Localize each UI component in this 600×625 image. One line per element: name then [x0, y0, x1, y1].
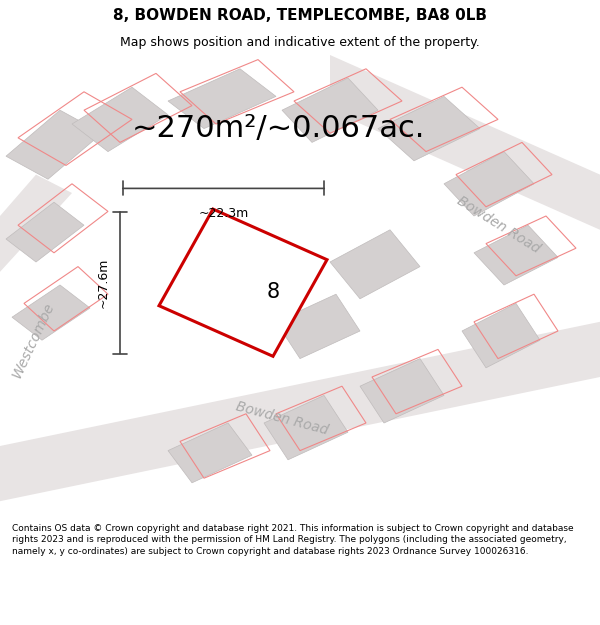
Polygon shape: [0, 322, 600, 501]
Polygon shape: [474, 225, 558, 285]
Text: Westcombe: Westcombe: [10, 300, 56, 380]
Polygon shape: [378, 96, 480, 161]
Polygon shape: [168, 69, 276, 129]
Text: ~27.6m: ~27.6m: [97, 258, 110, 308]
Text: 8, BOWDEN ROAD, TEMPLECOMBE, BA8 0LB: 8, BOWDEN ROAD, TEMPLECOMBE, BA8 0LB: [113, 8, 487, 23]
Polygon shape: [276, 294, 360, 359]
Text: ~22.3m: ~22.3m: [199, 208, 248, 220]
Polygon shape: [330, 55, 600, 230]
Text: Bowden Road: Bowden Road: [454, 194, 542, 256]
Polygon shape: [462, 303, 540, 368]
Polygon shape: [282, 78, 378, 142]
Polygon shape: [72, 88, 168, 152]
Polygon shape: [264, 396, 348, 460]
Text: Contains OS data © Crown copyright and database right 2021. This information is : Contains OS data © Crown copyright and d…: [12, 524, 574, 556]
Text: 8: 8: [266, 282, 280, 302]
Polygon shape: [159, 209, 327, 356]
Text: ~270m²/~0.067ac.: ~270m²/~0.067ac.: [132, 114, 425, 143]
Polygon shape: [6, 110, 102, 179]
Polygon shape: [360, 359, 444, 423]
Polygon shape: [330, 230, 420, 299]
Text: Bowden Road: Bowden Road: [234, 399, 330, 437]
Polygon shape: [168, 423, 252, 483]
Polygon shape: [6, 202, 84, 262]
Polygon shape: [12, 285, 90, 340]
Polygon shape: [0, 174, 72, 285]
Polygon shape: [444, 152, 534, 216]
Text: Map shows position and indicative extent of the property.: Map shows position and indicative extent…: [120, 36, 480, 49]
